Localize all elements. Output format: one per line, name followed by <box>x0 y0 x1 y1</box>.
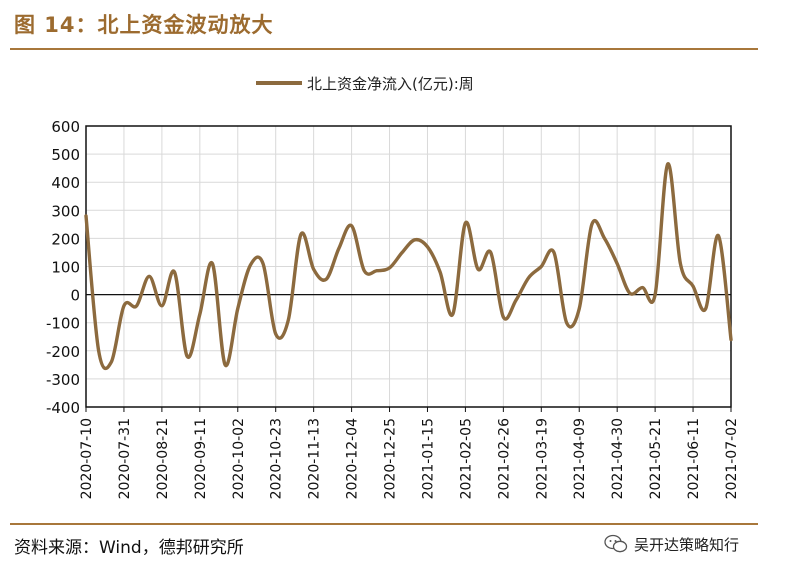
x-tick-label: 2021-04-09 <box>572 418 588 499</box>
x-tick-label: 2020-11-13 <box>307 418 323 499</box>
x-tick-label: 2020-07-31 <box>117 418 133 499</box>
y-tick-label: 400 <box>51 174 80 192</box>
x-tick-label: 2020-12-04 <box>345 418 361 499</box>
top-divider <box>10 48 758 50</box>
legend: 北上资金净流入(亿元):周 <box>256 75 474 93</box>
x-tick-label: 2020-07-10 <box>79 418 95 499</box>
y-tick-label: -400 <box>46 399 80 417</box>
y-axis-ticks: 600 500 400 300 200 100 0 -100 -200 -300 -400 <box>46 118 80 417</box>
y-tick-label: -100 <box>46 315 80 333</box>
x-tick-label: 2021-02-26 <box>496 418 512 499</box>
x-tick-label: 2021-03-19 <box>534 418 550 499</box>
x-tick-label: 2020-12-25 <box>383 418 399 499</box>
bottom-divider <box>10 523 758 525</box>
source-note: 资料来源：Wind，德邦研究所 <box>14 538 244 558</box>
watermark-label: 吴开达策略知行 <box>634 535 740 554</box>
gridlines <box>85 125 732 408</box>
y-tick-label: 100 <box>51 259 80 277</box>
y-tick-label: 600 <box>51 118 80 136</box>
y-tick-label: 300 <box>51 202 80 220</box>
legend-label: 北上资金净流入(亿元):周 <box>307 75 474 93</box>
x-tick-label: 2021-05-21 <box>648 418 664 499</box>
y-tick-label: 0 <box>70 287 80 305</box>
x-tick-label: 2021-01-15 <box>420 418 436 499</box>
watermark: 吴开达策略知行 <box>604 533 739 555</box>
x-tick-label: 2020-10-02 <box>231 418 247 499</box>
x-axis-ticks: 2020-07-10 2020-07-31 2020-08-21 2020-09-11… <box>79 407 740 499</box>
x-tick-label: 2021-07-02 <box>724 418 740 499</box>
wechat-icon <box>604 534 628 553</box>
x-tick-label: 2020-09-11 <box>193 418 209 499</box>
y-tick-label: -300 <box>46 371 80 389</box>
y-tick-label: 200 <box>51 230 80 248</box>
x-tick-label: 2021-04-30 <box>610 418 626 499</box>
x-tick-label: 2021-02-05 <box>458 418 474 499</box>
series-line <box>84 162 733 371</box>
plot-frame <box>85 125 732 408</box>
y-tick-label: 500 <box>51 146 80 164</box>
x-tick-label: 2021-06-11 <box>686 418 702 499</box>
x-tick-label: 2020-08-21 <box>155 418 171 499</box>
x-tick-label: 2020-10-23 <box>269 418 285 499</box>
y-tick-label: -200 <box>46 343 80 361</box>
figure-title: 图 14：北上资金波动放大 <box>14 13 274 37</box>
